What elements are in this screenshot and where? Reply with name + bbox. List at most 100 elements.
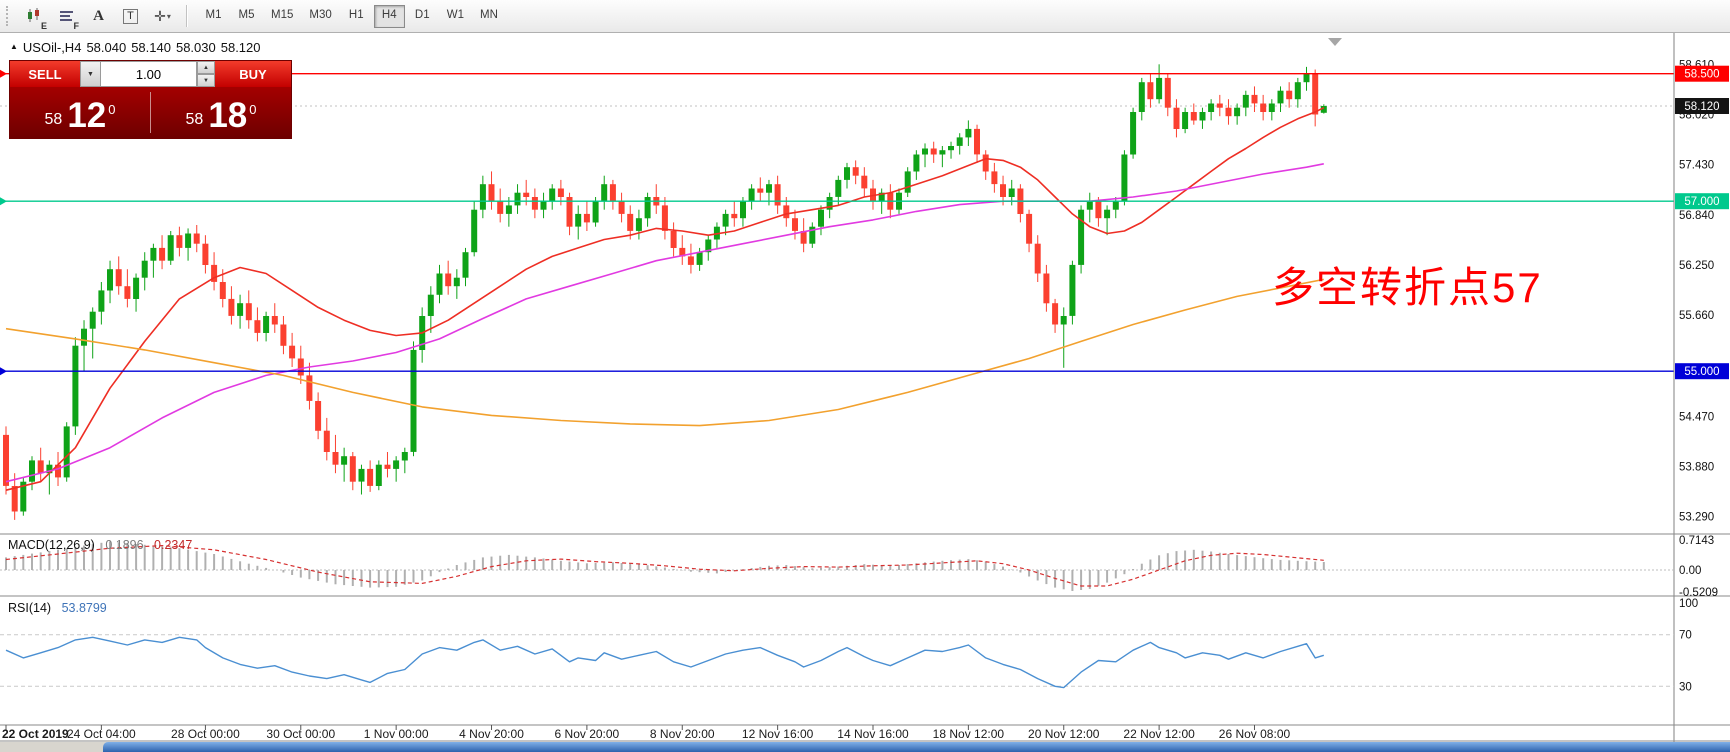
timeframe-button-h1[interactable]: H1 <box>348 8 364 21</box>
price-badge <box>1675 193 1729 210</box>
candles-layer <box>3 64 1327 520</box>
candle-body <box>1078 209 1085 265</box>
chart-profile-button[interactable]: F <box>52 3 81 31</box>
candle-body <box>774 184 781 206</box>
timeframe-button-h4[interactable]: H4 <box>373 4 405 28</box>
volume-stepper: ▲ ▼ <box>197 61 215 87</box>
price-badge <box>1675 98 1729 114</box>
trade-panel-prices: 58 12 0 58 18 0 <box>10 87 291 138</box>
candle-body <box>748 188 755 202</box>
date-label: 4 Nov 20:00 <box>459 727 524 741</box>
rsi-axis-label: 70 <box>1679 630 1692 642</box>
text-label-tool-button[interactable]: A <box>84 3 113 30</box>
candle-body <box>349 456 356 482</box>
candle-body <box>202 243 209 265</box>
timeframe-button-w1[interactable]: W1 <box>446 8 464 21</box>
timeframe-button-m5[interactable]: M5 <box>238 8 255 21</box>
buy-button[interactable]: BUY <box>215 61 291 87</box>
candle-body <box>766 184 772 193</box>
candle-body <box>757 188 764 193</box>
chart-shift-marker-icon[interactable] <box>1328 38 1342 46</box>
sell-button[interactable]: SELL <box>10 61 80 87</box>
candle-body <box>601 184 608 202</box>
candle-body <box>323 430 330 452</box>
candle-body <box>1312 73 1319 115</box>
textbox-tool-button[interactable]: T <box>116 3 145 30</box>
panels-layer <box>0 33 1730 742</box>
ma-line-slowest-orange <box>5 278 1324 427</box>
candle-body <box>844 167 850 180</box>
candle-body <box>592 201 599 223</box>
volume-increment-button[interactable]: ▲ <box>197 61 215 74</box>
rsi-axis-label: 100 <box>1679 598 1698 610</box>
candle-body <box>245 303 252 321</box>
candle-body <box>939 150 946 155</box>
candle-body <box>661 205 668 231</box>
macd-signal-line <box>5 544 1324 587</box>
ask-price[interactable]: 58 18 0 <box>151 87 291 138</box>
candle-body <box>540 201 547 210</box>
candle-body <box>644 197 651 219</box>
candle-body <box>618 201 625 214</box>
candle-body <box>1147 82 1154 100</box>
price-badge-label: 57.000 <box>1684 196 1719 208</box>
candle-body <box>1026 213 1033 244</box>
price-badge <box>1675 65 1729 82</box>
volume-decrement-button[interactable]: ▼ <box>197 74 215 87</box>
background-window-strip[interactable] <box>103 742 1730 752</box>
axis-price-label: 56.250 <box>1679 260 1714 272</box>
candle-body <box>991 171 998 185</box>
date-label: 24 Oct 04:00 <box>67 727 136 741</box>
candle-body <box>1173 107 1180 129</box>
toolbar-drag-handle[interactable] <box>6 6 13 26</box>
ask-pips: 18 <box>208 96 248 136</box>
candle-body <box>1043 273 1050 304</box>
candle-body <box>696 252 703 265</box>
bid-pips: 12 <box>67 96 107 136</box>
rsi-panel: 100 70 30 <box>0 598 1698 693</box>
chart-template-button[interactable]: E <box>20 3 49 31</box>
chart-text-annotation[interactable]: 多空转折点57 <box>1272 264 1543 311</box>
candle-body <box>1104 209 1111 219</box>
macd-main-value: 0.1896 <box>105 538 144 552</box>
candle-body <box>635 218 642 231</box>
tool-badge: E <box>40 20 47 31</box>
chevron-down-icon: ▼ <box>203 77 209 84</box>
candle-body <box>401 452 408 461</box>
bid-point: 0 <box>108 102 116 117</box>
timeframe-button-m30[interactable]: M30 <box>309 8 332 21</box>
timeframe-button-m1[interactable]: M1 <box>205 8 222 21</box>
dropdown-caret-icon: ▾ <box>166 11 171 21</box>
candle-body <box>159 247 166 261</box>
candle-body <box>46 464 53 474</box>
macd-axis-label: 0.7143 <box>1679 535 1714 547</box>
candle-body <box>1277 90 1284 104</box>
expand-icon[interactable]: ▲ <box>10 42 18 51</box>
candle-body <box>1182 112 1189 129</box>
bid-price[interactable]: 58 12 0 <box>10 87 150 138</box>
candle-body <box>384 464 391 469</box>
candle-body <box>436 273 443 295</box>
date-label: 1 Nov 00:00 <box>364 727 429 741</box>
date-label: 8 Nov 20:00 <box>650 727 715 741</box>
candlestick-chart-icon <box>28 8 39 22</box>
timeframe-button-d1[interactable]: D1 <box>414 8 430 21</box>
candle-body <box>1225 107 1232 117</box>
candle-body <box>792 218 798 231</box>
candle-body <box>306 375 313 401</box>
crosshair-tool-button[interactable]: ✛ ▾ <box>148 3 177 30</box>
volume-dropdown-button[interactable]: ▼ <box>80 61 101 87</box>
macd-title-text: MACD(12,26,9) <box>8 538 95 552</box>
volume-input[interactable] <box>101 62 196 86</box>
candle-body <box>488 184 495 202</box>
candle-body <box>818 209 824 227</box>
candle-body <box>3 434 9 486</box>
candle-body <box>462 252 469 278</box>
candle-body <box>1138 82 1145 112</box>
timeframe-button-m15[interactable]: M15 <box>271 8 294 21</box>
candle-body <box>627 213 634 231</box>
candle-body <box>1095 201 1102 219</box>
timeframe-button-mn[interactable]: MN <box>480 8 498 21</box>
